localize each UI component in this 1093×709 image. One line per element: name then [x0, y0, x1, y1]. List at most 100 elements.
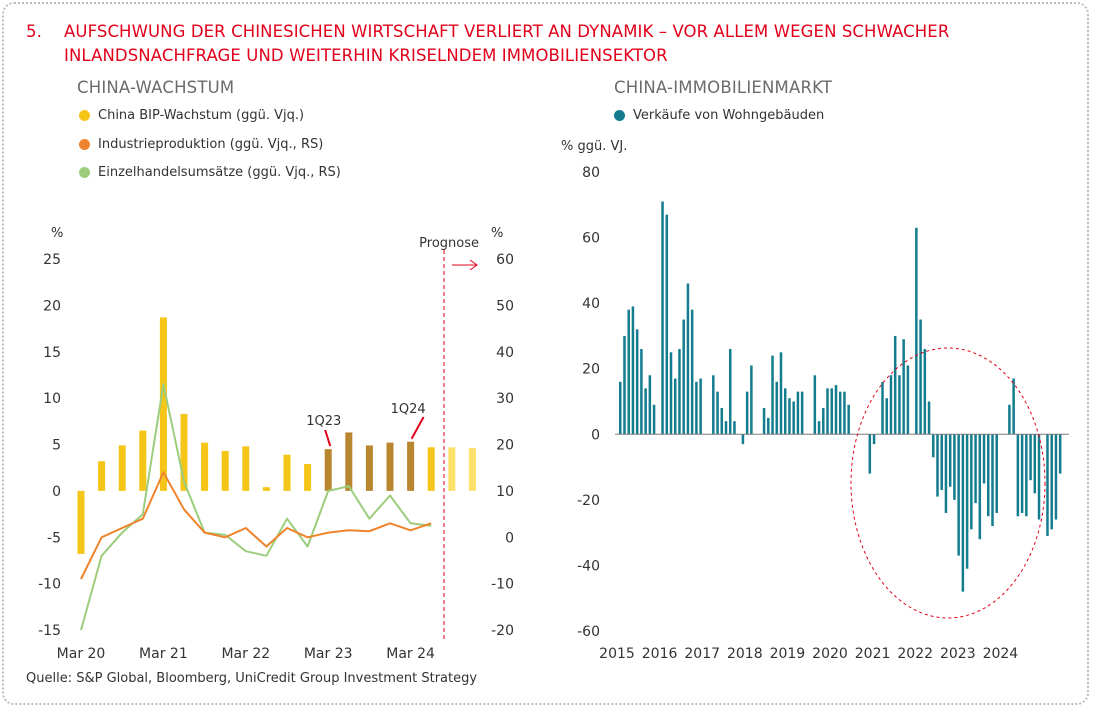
property-x-tick-label: 2019	[770, 646, 806, 662]
property-sales-bar	[779, 352, 783, 435]
gdp-growth-bar	[201, 442, 209, 491]
property-y-tick-label: -20	[577, 493, 600, 509]
property-sales-bar	[927, 401, 931, 435]
gdp-growth-bar	[448, 447, 456, 491]
property-sales-bar	[640, 349, 643, 435]
industrial-production-line	[80, 471, 432, 580]
property-sales-bar	[868, 434, 872, 474]
property-x-tick-label: 2015	[599, 646, 635, 662]
gdp-growth-bar	[386, 442, 394, 491]
property-sales-bar	[1046, 434, 1049, 536]
growth-x-tick-label: Mar 23	[304, 646, 353, 662]
left-axis-tick-label: 0	[52, 484, 61, 500]
property-sales-bar	[724, 421, 728, 435]
property-y-tick-label: 0	[591, 427, 600, 443]
gdp-growth-bar	[139, 430, 147, 491]
property-sales-bar	[847, 404, 850, 435]
property-sales-bar	[948, 434, 952, 487]
forecast-label: Prognose	[419, 236, 479, 251]
property-sales-bar	[1037, 434, 1041, 520]
right-axis-tick-label: 50	[496, 298, 514, 314]
legend-retail-marker	[79, 167, 90, 178]
property-sales-bar	[898, 375, 901, 435]
property-sales-bar	[822, 408, 825, 435]
gdp-growth-bar	[345, 432, 353, 491]
property-sales-bar	[932, 434, 935, 458]
property-y-tick-label: 40	[582, 296, 600, 312]
property-sales-bar	[838, 391, 842, 435]
property-sales-bar	[648, 375, 652, 435]
property-sales-bar	[720, 408, 724, 435]
property-sales-bar	[686, 283, 690, 435]
property-sales-bar	[970, 434, 973, 530]
property-sales-bar	[893, 335, 897, 435]
property-sales-bar	[889, 375, 893, 435]
legend-industry-label: Industrieproduktion (ggü. Vjq., RS)	[98, 137, 324, 152]
property-sales-bar	[906, 365, 910, 435]
left-axis-tick-label: 25	[43, 252, 61, 268]
property-sales-bar	[813, 375, 817, 435]
property-sales-bar	[741, 434, 745, 445]
annotation-1q24: 1Q24	[391, 402, 426, 417]
property-sales-bar	[919, 319, 922, 435]
gdp-growth-bar	[407, 441, 415, 491]
property-sales-bar	[885, 398, 888, 435]
legend-property-label: Verkäufe von Wohngebäuden	[633, 108, 825, 123]
property-sales-bar	[944, 434, 948, 513]
right-axis-tick-label: 30	[496, 391, 514, 407]
property-sales-bar	[728, 349, 732, 435]
property-sales-bar	[982, 434, 986, 484]
property-sales-bar	[1025, 434, 1028, 517]
property-sales-bar	[631, 306, 635, 435]
right-axis-tick-label: -20	[491, 623, 514, 639]
property-y-tick-label: 80	[582, 165, 600, 181]
property-sales-bar	[699, 378, 702, 435]
growth-chart-title: CHINA-WACHSTUM	[77, 78, 235, 97]
property-sales-bar	[665, 214, 669, 435]
property-sales-bar	[1008, 404, 1011, 435]
property-sales-bar	[771, 355, 774, 435]
property-sales-bar	[750, 365, 753, 435]
annotation-1q23-pointer	[324, 429, 332, 447]
gdp-growth-bar	[427, 447, 435, 491]
gdp-growth-bar	[77, 490, 85, 554]
property-sales-bar	[627, 309, 630, 435]
highlight-circle	[850, 347, 1046, 619]
property-sales-bar	[762, 408, 766, 435]
property-x-tick-label: 2020	[812, 646, 848, 662]
headline-number: 5.	[26, 22, 42, 41]
forecast-arrow-head	[469, 259, 478, 271]
property-sales-bar	[644, 388, 647, 435]
right-axis-tick-label: 0	[505, 530, 514, 546]
property-sales-bar	[1058, 434, 1062, 474]
property-sales-bar	[673, 378, 677, 435]
legend-gdp-marker	[79, 110, 90, 121]
left-axis-tick-label: 20	[43, 298, 61, 314]
gdp-growth-bar	[365, 445, 373, 491]
property-sales-bar	[716, 391, 719, 435]
right-axis-tick-label: -10	[491, 577, 514, 593]
property-sales-bar	[872, 434, 876, 445]
property-sales-bar	[800, 391, 804, 435]
property-sales-bar	[974, 434, 977, 504]
left-axis-unit: %	[51, 226, 63, 241]
right-axis-unit: %	[491, 226, 503, 241]
legend-property: Verkäufe von Wohngebäuden	[614, 108, 824, 123]
right-axis-tick-label: 20	[496, 438, 514, 454]
gdp-growth-bar	[118, 445, 126, 491]
property-sales-bar	[991, 434, 994, 527]
property-sales-bar	[635, 329, 639, 435]
property-sales-bar	[961, 434, 965, 592]
gdp-growth-bar	[468, 448, 476, 491]
property-sales-bar	[1033, 434, 1037, 494]
property-x-tick-label: 2016	[642, 646, 678, 662]
property-sales-bar	[783, 388, 787, 435]
legend-retail-label: Einzelhandelsumsätze (ggü. Vjq., RS)	[98, 165, 341, 180]
property-sales-bar	[965, 434, 969, 569]
property-y-tick-label: -40	[577, 558, 600, 574]
property-sales-bar	[712, 375, 715, 435]
headline: 5. AUFSCHWUNG DER CHINESICHEN WIRTSCHAFT …	[26, 20, 949, 68]
property-x-tick-label: 2023	[940, 646, 976, 662]
property-sales-bar	[690, 309, 694, 435]
source-note: Quelle: S&P Global, Bloomberg, UniCredit…	[26, 671, 478, 686]
